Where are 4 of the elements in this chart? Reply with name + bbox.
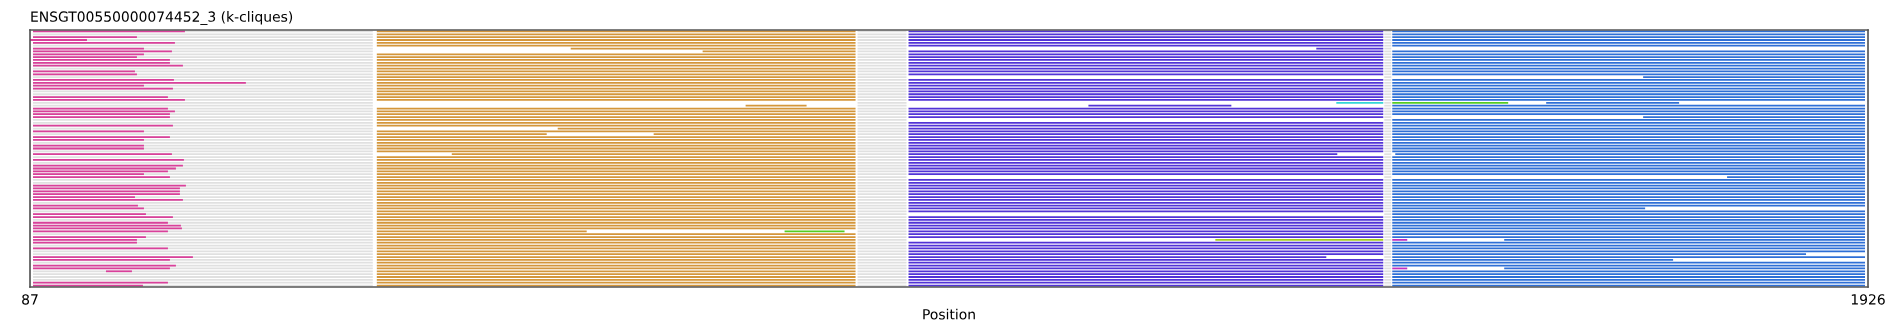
x-tick-label: 87 — [22, 294, 38, 305]
x-tick-label: 1926 — [1851, 294, 1885, 305]
x-axis-title: Position — [923, 308, 975, 320]
chart-title: ENSGT00550000074452_3 (k-cliques) — [31, 11, 293, 25]
